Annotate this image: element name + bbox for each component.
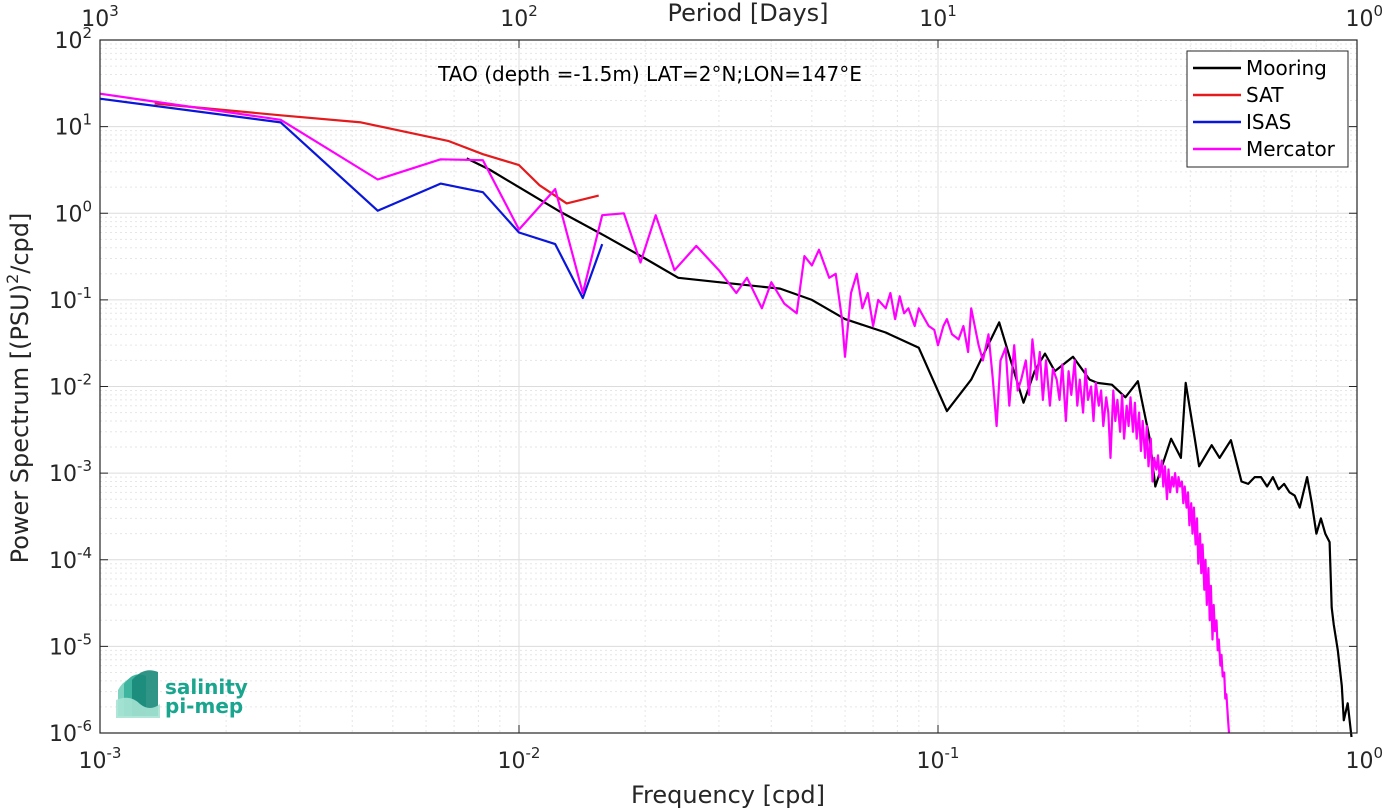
- top-tick-label-base: 10: [500, 7, 528, 32]
- y-axis-label-suffix: /cpd]: [6, 213, 34, 274]
- logo-mark-icon: [116, 670, 160, 718]
- y-tick-label-exponent: 1: [82, 111, 92, 129]
- y-tick-label: 10-4: [49, 544, 92, 574]
- logo-line2: pi-mep: [165, 694, 243, 718]
- y-tick-label-base: 10: [49, 635, 77, 660]
- top-axis-label: Period [Days]: [667, 0, 828, 27]
- y-axis-label-prefix: Power Spectrum [(PSU): [6, 284, 34, 563]
- x-tick-label-exponent: -1: [945, 744, 960, 762]
- top-tick-label-exponent: 3: [109, 2, 119, 20]
- top-tick-label-exponent: 2: [528, 2, 538, 20]
- x-tick-label-base: 10: [917, 749, 945, 774]
- y-axis-label-sup: 2: [3, 274, 22, 284]
- x-axis-label: Frequency [cpd]: [631, 781, 825, 809]
- top-tick-label: 101: [919, 2, 957, 32]
- x-tick-label: 10-1: [917, 744, 960, 774]
- y-tick-label-exponent: -5: [77, 630, 92, 648]
- top-tick-label: 102: [500, 2, 538, 32]
- top-tick-label-base: 10: [919, 7, 947, 32]
- series-line-isas: [99, 97, 604, 300]
- y-tick-label: 102: [54, 24, 92, 54]
- top-tick-label-exponent: 1: [947, 2, 957, 20]
- legend-label-sat: SAT: [1246, 83, 1284, 107]
- x-tick-label: 10-2: [498, 744, 541, 774]
- y-tick-label: 10-1: [49, 284, 92, 314]
- y-tick-label-exponent: -2: [77, 371, 92, 389]
- x-tick-label: 10-3: [79, 744, 122, 774]
- y-tick-label-base: 10: [54, 29, 82, 54]
- y-tick-label-exponent: -6: [77, 717, 92, 735]
- y-tick-label-exponent: -1: [77, 284, 92, 302]
- legend-box: [1186, 50, 1349, 168]
- y-tick-label-base: 10: [49, 722, 77, 747]
- series-layer: [99, 92, 1353, 738]
- legend-label-mooring: Mooring: [1246, 56, 1327, 80]
- y-tick-label-base: 10: [49, 289, 77, 314]
- top-tick-label-exponent: 0: [1373, 2, 1383, 20]
- y-tick-label-base: 10: [49, 376, 77, 401]
- x-tick-label-base: 10: [498, 749, 526, 774]
- top-tick-label-base: 10: [81, 7, 109, 32]
- series-line-mercator: [99, 92, 1231, 734]
- legend-label-isas: ISAS: [1246, 110, 1291, 134]
- top-tick-label: 103: [81, 2, 119, 32]
- y-tick-label: 10-5: [49, 630, 92, 660]
- x-tick-label: 100: [1345, 744, 1383, 774]
- y-tick-label: 10-2: [49, 371, 92, 401]
- y-tick-label: 101: [54, 111, 92, 141]
- y-tick-label-base: 10: [49, 549, 77, 574]
- y-tick-label-exponent: 2: [82, 24, 92, 42]
- y-tick-label-exponent: -3: [77, 457, 92, 475]
- y-tick-label: 100: [54, 197, 92, 227]
- salinity-pi-mep-logo: salinity pi-mep: [116, 670, 248, 718]
- chart-annotation: TAO (depth =-1.5m) LAT=2°N;LON=147°E: [437, 62, 862, 86]
- top-tick-label: 100: [1345, 2, 1383, 32]
- x-tick-label-exponent: -3: [107, 744, 122, 762]
- y-tick-label-exponent: 0: [82, 197, 92, 215]
- y-tick-label-base: 10: [54, 116, 82, 141]
- series-line-mooring: [466, 157, 1353, 738]
- top-tick-label-base: 10: [1345, 7, 1373, 32]
- x-tick-label-exponent: -2: [526, 744, 541, 762]
- x-tick-label-base: 10: [1345, 749, 1373, 774]
- y-tick-label-base: 10: [54, 202, 82, 227]
- y-tick-label: 10-6: [49, 717, 92, 747]
- x-tick-label-exponent: 0: [1373, 744, 1383, 762]
- legend: Mooring SAT ISAS Mercator: [1186, 50, 1349, 168]
- y-tick-label-exponent: -4: [77, 544, 92, 562]
- y-axis-label: Power Spectrum [(PSU)2/cpd]: [3, 213, 34, 564]
- legend-label-mercator: Mercator: [1246, 137, 1336, 161]
- y-tick-label-base: 10: [49, 462, 77, 487]
- logo-line1: salinity: [165, 675, 248, 699]
- y-tick-label: 10-3: [49, 457, 92, 487]
- x-tick-label-base: 10: [79, 749, 107, 774]
- legend-items: Mooring SAT ISAS Mercator: [1193, 56, 1336, 161]
